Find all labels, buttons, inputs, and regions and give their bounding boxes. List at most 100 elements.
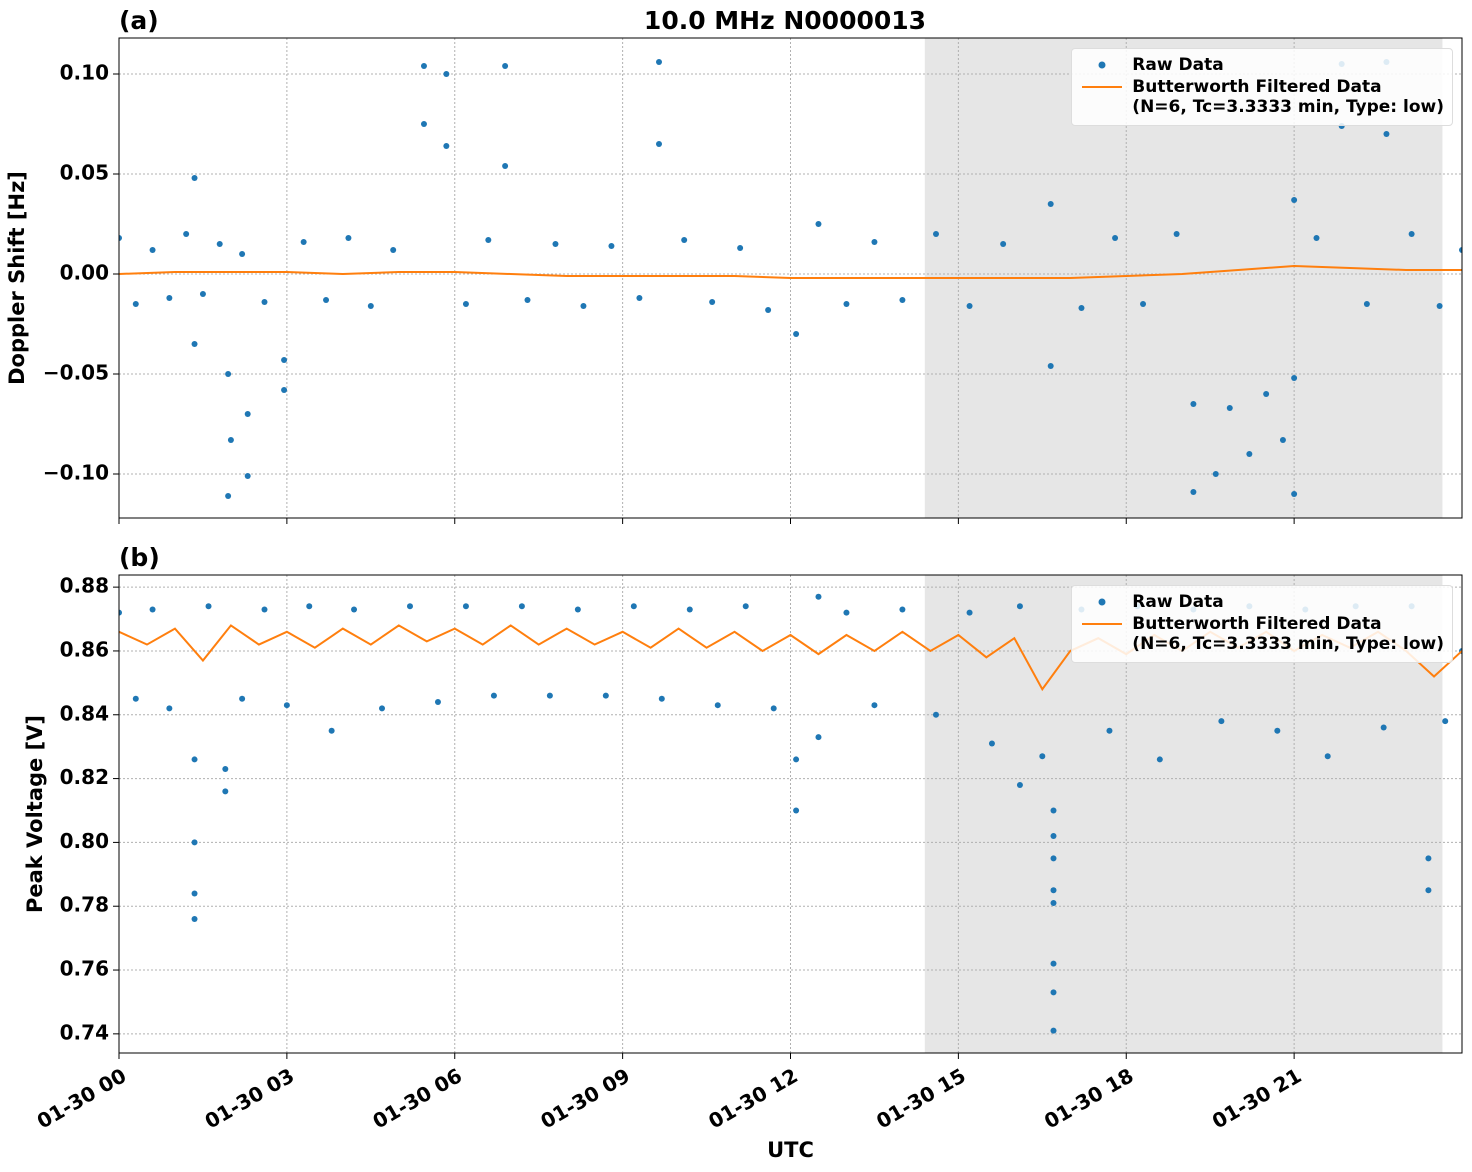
legend-label: Raw Data [1132,592,1224,612]
raw-point [793,807,800,814]
raw-point [518,603,525,610]
raw-point [1016,603,1023,610]
raw-point [244,473,251,479]
raw-point [1078,305,1085,311]
raw-point [239,251,246,257]
legend-marker [1098,598,1106,606]
raw-point [191,175,198,181]
legend-entry: Butterworth Filtered Data (N=6, Tc=3.333… [1080,77,1444,117]
legend-key [1098,61,1106,69]
raw-point [406,603,413,610]
raw-point [434,698,441,705]
raw-point [300,239,307,245]
y-tick-label: 0.05 [60,161,109,185]
y-tick-label: 0.78 [60,893,109,917]
raw-point [502,63,509,69]
y-axis-label: Peak Voltage [V] [23,715,47,913]
raw-point [166,705,173,712]
legend-entry: Raw Data [1080,592,1444,612]
y-tick-label: 0.86 [60,637,109,661]
raw-point [932,231,939,237]
raw-point [149,606,156,613]
y-tick-label: 0.84 [60,701,109,725]
y-tick-label: 0.76 [60,957,109,981]
legend-key [1098,598,1106,606]
raw-point [132,695,139,702]
raw-point [1047,363,1054,369]
raw-point [490,692,497,699]
raw-point [390,247,397,253]
raw-point [1408,231,1415,237]
raw-point [1425,855,1432,862]
raw-point [1190,401,1197,407]
raw-point [1047,201,1054,207]
raw-point [932,711,939,718]
raw-point [580,303,587,309]
raw-point [379,705,386,712]
raw-point [222,766,229,773]
panel-label: (b) [119,543,160,572]
raw-point [1050,960,1057,967]
raw-point [462,301,469,307]
x-tick-label: 01-30 06 [368,1063,466,1133]
raw-point [1313,235,1320,241]
raw-point [714,702,721,709]
raw-point [323,297,330,303]
raw-point [1246,451,1253,457]
panel-label: (a) [119,6,159,35]
legend-label: Raw Data [1132,55,1224,75]
y-tick-label: 0.88 [60,574,109,598]
raw-point [737,245,744,251]
raw-point [1000,241,1007,247]
raw-point [420,121,427,127]
raw-point [1291,491,1298,497]
raw-point [1140,301,1147,307]
raw-point [1050,807,1057,814]
raw-point [1050,833,1057,840]
raw-point [283,702,290,709]
raw-point [225,493,232,499]
y-tick-label: −0.05 [43,361,109,385]
x-tick-label: 01-30 03 [201,1063,299,1133]
raw-point [443,143,450,149]
raw-point [1050,887,1057,894]
raw-point [183,231,190,237]
legend: Raw Data Butterworth Filtered Data (N=6, … [1071,48,1453,126]
raw-point [216,241,223,247]
raw-point [871,702,878,709]
axes-frame [118,37,1463,519]
y-tick-label: −0.10 [43,461,109,485]
raw-point [1106,727,1113,734]
raw-point [205,603,212,610]
y-tick-label: 0.82 [60,765,109,789]
raw-point [899,297,906,303]
raw-point [281,357,288,363]
raw-point [443,71,450,77]
y-tick-label: 0.10 [60,61,109,85]
raw-point [1459,247,1462,253]
raw-point [1279,437,1286,443]
legend-entry: Raw Data [1080,55,1444,75]
raw-point [709,299,716,305]
raw-point [1212,471,1219,477]
raw-point [1050,989,1057,996]
raw-point [1363,301,1370,307]
raw-point [119,609,122,616]
y-tick-label: 0.80 [60,829,109,853]
raw-point [1425,887,1432,894]
legend-key [1082,86,1123,88]
raw-point [225,371,232,377]
raw-point [1173,231,1180,237]
raw-point [1016,781,1023,788]
raw-point [1226,405,1233,411]
axes-frame [118,574,1463,1054]
raw-point [843,609,850,616]
raw-point [132,301,139,307]
raw-point [1263,391,1270,397]
raw-point [843,301,850,307]
legend-key [1082,623,1123,625]
y-tick-label: 0.74 [60,1020,109,1044]
raw-point [261,299,268,305]
raw-point [1050,855,1057,862]
